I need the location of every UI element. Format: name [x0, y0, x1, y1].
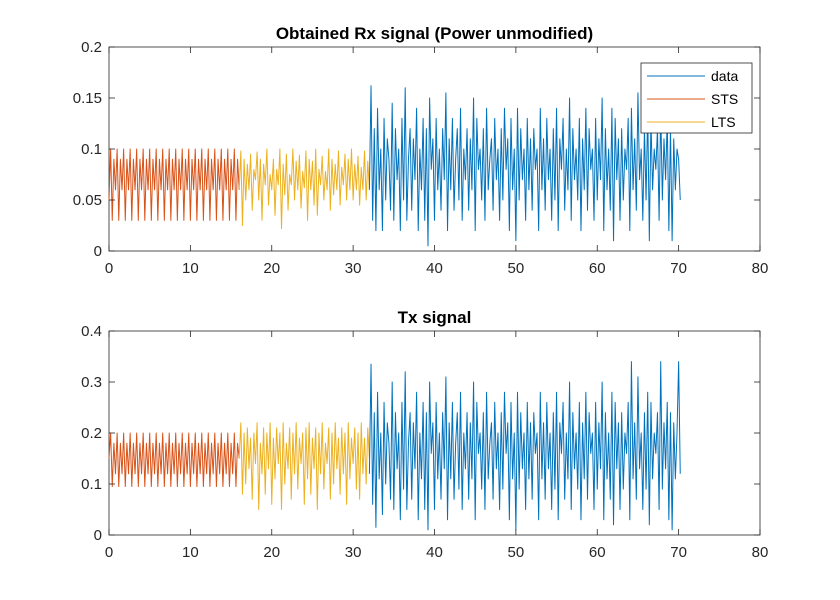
rx-x-tick-label: 80 — [752, 260, 769, 277]
tx-x-tick-label: 30 — [345, 544, 362, 561]
rx-x-tick-label: 30 — [345, 260, 362, 277]
tx-x-tick-label: 10 — [182, 544, 199, 561]
tx-series-line-lts — [238, 422, 370, 510]
rx-x-tick-label: 70 — [670, 260, 687, 277]
tx-x-tick-label: 0 — [105, 544, 113, 561]
tx-chart-title: Tx signal — [398, 308, 472, 327]
subplot-rx-signal: 0 10 20 30 40 50 60 70 80 0 0.05 0.1 0.15 0.2 Obtaine… — [73, 24, 769, 277]
tx-y-tick-label: 0.1 — [81, 476, 102, 493]
rx-series-line-lts — [238, 148, 370, 230]
tx-x-tick-label: 70 — [670, 544, 687, 561]
rx-y-tick-label: 0.1 — [81, 141, 102, 158]
rx-x-tick-label: 40 — [426, 260, 443, 277]
tx-series-line-sts — [108, 432, 240, 488]
subplot-tx-signal: 0 10 20 30 40 50 60 70 80 0 0.1 0.2 0.3 0.4 Tx signal — [81, 308, 768, 561]
rx-x-tick-label: 60 — [589, 260, 606, 277]
tx-x-tick-label: 20 — [263, 544, 280, 561]
tx-x-tick-label: 80 — [752, 544, 769, 561]
rx-x-tick-label: 20 — [263, 260, 280, 277]
tx-ticks-group: 0 10 20 30 40 50 60 70 80 0 0.1 0.2 0.3 0.4 — [81, 323, 768, 561]
rx-y-tick-label: 0.2 — [81, 39, 102, 56]
rx-y-tick-label: 0 — [94, 243, 102, 260]
rx-y-tick-label: 0.05 — [73, 192, 102, 209]
rx-series-line-sts — [108, 148, 240, 221]
tx-y-tick-label: 0.4 — [81, 323, 102, 340]
rx-x-tick-label: 10 — [182, 260, 199, 277]
rx-series-line-data — [368, 85, 681, 247]
rx-x-tick-label: 50 — [508, 260, 525, 277]
rx-y-tick-label: 0.15 — [73, 90, 102, 107]
tx-y-tick-label: 0.3 — [81, 374, 102, 391]
tx-x-tick-label: 60 — [589, 544, 606, 561]
rx-chart-title: Obtained Rx signal (Power unmodified) — [276, 24, 593, 43]
tx-y-tick-label: 0.2 — [81, 425, 102, 442]
rx-x-tick-label: 0 — [105, 260, 113, 277]
tx-y-tick-label: 0 — [94, 527, 102, 544]
tx-series-group — [108, 361, 681, 531]
legend-label-data: data — [711, 68, 738, 84]
legend-label-sts: STS — [711, 91, 738, 107]
tx-series-line-data — [368, 361, 681, 531]
rx-legend: data STS LTS — [640, 62, 753, 134]
tx-x-tick-label: 40 — [426, 544, 443, 561]
tx-x-tick-label: 50 — [508, 544, 525, 561]
rx-legend-box — [640, 62, 753, 134]
legend-label-lts: LTS — [711, 114, 736, 130]
rx-series-group — [108, 85, 681, 247]
rx-ticks-group: 0 10 20 30 40 50 60 70 80 0 0.05 0.1 0.15 0.2 — [73, 39, 769, 277]
